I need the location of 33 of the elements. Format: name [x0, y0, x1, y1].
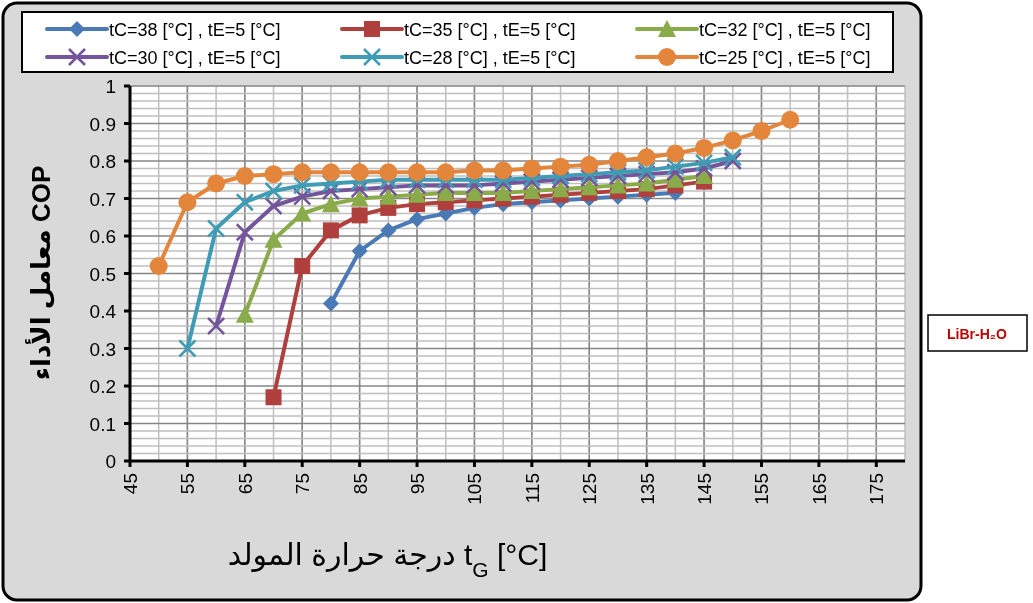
- x-tick-label: 55: [177, 473, 199, 495]
- x-tick-label: 145: [694, 473, 716, 505]
- x-tick-label: 75: [292, 473, 314, 495]
- x-tick-label: 65: [234, 473, 256, 495]
- y-tick-label: 0.5: [89, 263, 116, 285]
- text: LiBr-H₂O: [947, 326, 1008, 342]
- legend-label: tC=28 [°C] , tE=5 [°C]: [404, 48, 576, 68]
- legend-label: tC=25 [°C] , tE=5 [°C]: [699, 48, 871, 68]
- x-tick-label: 175: [866, 473, 888, 505]
- x-tick-label: 125: [579, 473, 601, 505]
- x-tick-label: 115: [521, 473, 543, 504]
- x-tick-label: 155: [751, 473, 773, 505]
- y-tick-label: 0.8: [89, 151, 116, 172]
- y-tick-label: 0.7: [89, 188, 116, 210]
- y-tick-label: 0.4: [89, 301, 117, 322]
- x-tick-label: 135: [636, 473, 658, 505]
- x-tick-label: 85: [349, 473, 371, 495]
- x-tick-label: 45: [120, 473, 141, 495]
- y-tick-label: 1: [105, 76, 116, 97]
- y-tick-label: 0.2: [89, 376, 116, 397]
- y-tick-label: 0.9: [89, 113, 116, 135]
- y-tick-label: 0.6: [89, 226, 116, 247]
- legend-label: tC=30 [°C] , tE=5 [°C]: [109, 48, 281, 68]
- y-tick-label: 0.3: [89, 338, 116, 360]
- x-tick-label: 105: [464, 473, 486, 505]
- legend-label: tC=35 [°C] , tE=5 [°C]: [404, 20, 576, 40]
- y-tick-label: 0.1: [89, 413, 116, 435]
- x-tick-label: 165: [808, 473, 830, 505]
- x-tick-label: 95: [407, 473, 429, 495]
- y-axis-title: معامل الأداء COP: [25, 165, 56, 381]
- legend-label: tC=32 [°C] , tE=5 [°C]: [699, 20, 871, 40]
- legend-label: tC=38 [°C] , tE=5 [°C]: [109, 20, 281, 40]
- y-tick-label: 0: [105, 451, 116, 472]
